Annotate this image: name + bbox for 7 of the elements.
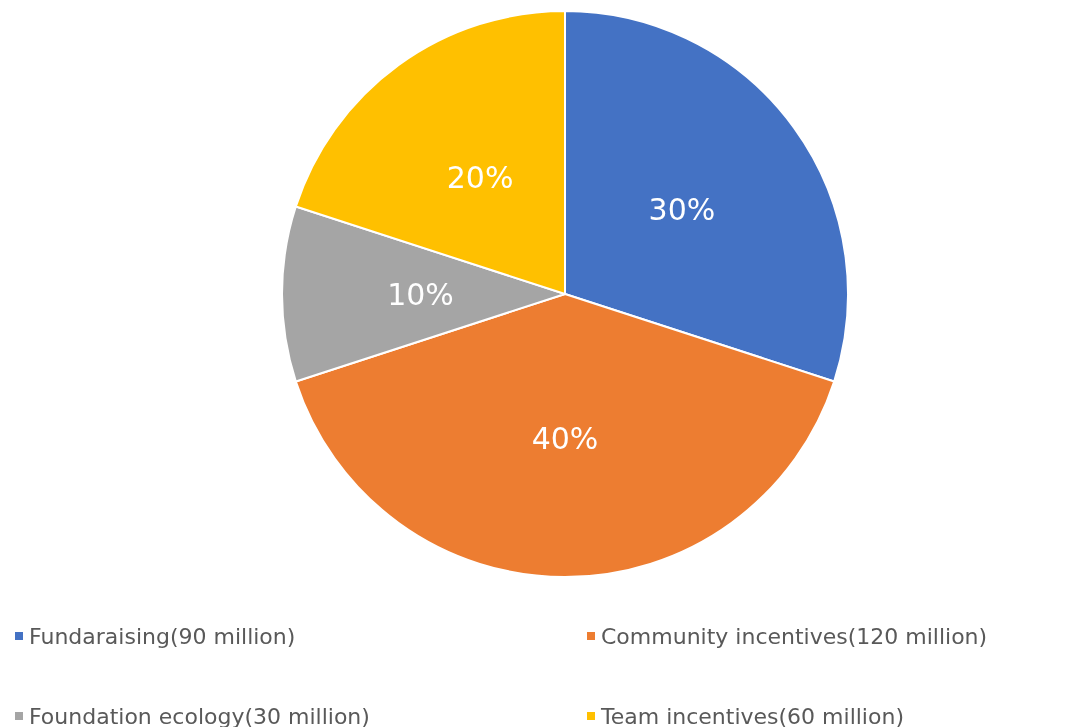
legend-label: Team incentives(60 million) <box>600 703 904 727</box>
data-label: 40% <box>531 421 599 456</box>
data-label: 20% <box>446 159 514 195</box>
legend-label: Community incentives(120 million) <box>601 623 988 649</box>
data-label: 10% <box>387 276 454 312</box>
data-label: 30% <box>648 191 716 227</box>
legend-label: Fundaraising(90 million) <box>29 623 296 649</box>
